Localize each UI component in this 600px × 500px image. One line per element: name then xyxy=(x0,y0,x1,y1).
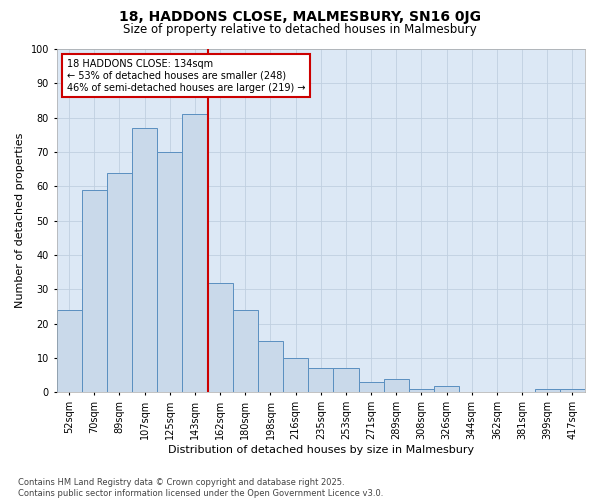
X-axis label: Distribution of detached houses by size in Malmesbury: Distribution of detached houses by size … xyxy=(168,445,474,455)
Bar xyxy=(334,368,359,392)
Y-axis label: Number of detached properties: Number of detached properties xyxy=(15,133,25,308)
Bar xyxy=(409,389,434,392)
Text: 18 HADDONS CLOSE: 134sqm
← 53% of detached houses are smaller (248)
46% of semi-: 18 HADDONS CLOSE: 134sqm ← 53% of detach… xyxy=(67,60,305,92)
Text: Contains HM Land Registry data © Crown copyright and database right 2025.
Contai: Contains HM Land Registry data © Crown c… xyxy=(18,478,383,498)
Bar xyxy=(283,358,308,392)
Bar xyxy=(208,282,233,393)
Bar xyxy=(308,368,334,392)
Bar xyxy=(233,310,258,392)
Bar xyxy=(56,310,82,392)
Bar xyxy=(383,378,409,392)
Text: 18, HADDONS CLOSE, MALMESBURY, SN16 0JG: 18, HADDONS CLOSE, MALMESBURY, SN16 0JG xyxy=(119,10,481,24)
Bar xyxy=(535,389,560,392)
Text: Size of property relative to detached houses in Malmesbury: Size of property relative to detached ho… xyxy=(123,22,477,36)
Bar xyxy=(359,382,383,392)
Bar xyxy=(434,386,459,392)
Bar xyxy=(157,152,182,392)
Bar xyxy=(82,190,107,392)
Bar xyxy=(182,114,208,392)
Bar xyxy=(258,341,283,392)
Bar xyxy=(132,128,157,392)
Bar xyxy=(107,172,132,392)
Bar xyxy=(560,389,585,392)
